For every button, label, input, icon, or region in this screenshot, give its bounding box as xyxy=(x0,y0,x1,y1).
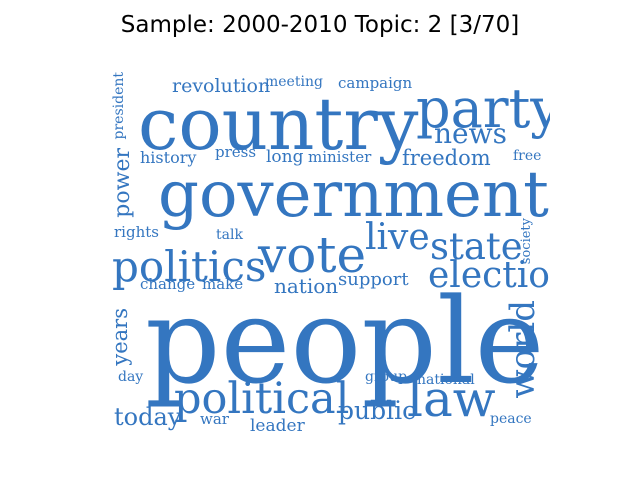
word-revolution: revolution xyxy=(172,75,271,97)
word-campaign: campaign xyxy=(338,74,413,92)
word-nation: nation xyxy=(274,274,339,298)
word-war: war xyxy=(200,410,229,428)
word-national: national xyxy=(417,372,475,388)
word-election: election xyxy=(428,255,550,296)
word-power: power xyxy=(110,148,135,218)
word-press: press xyxy=(215,143,257,161)
word-law: law xyxy=(407,370,496,428)
word-party: party xyxy=(416,77,550,140)
word-minister: minister xyxy=(308,148,372,166)
word-long: long xyxy=(266,147,304,167)
word-freedom: freedom xyxy=(402,146,491,170)
word-news: news xyxy=(434,117,507,150)
word-vote: vote xyxy=(258,226,367,284)
word-group: group xyxy=(365,369,408,385)
word-society: society xyxy=(519,218,534,265)
word-country: country xyxy=(138,82,419,166)
word-change: change xyxy=(140,275,196,293)
word-state: state xyxy=(430,225,523,268)
word-world: world xyxy=(503,300,543,399)
word-talk: talk xyxy=(216,227,243,243)
word-president: president xyxy=(111,72,127,140)
word-free: free xyxy=(513,148,542,164)
word-make: make xyxy=(202,275,244,293)
word-public: public xyxy=(338,396,417,425)
word-political: political xyxy=(174,374,350,424)
word-rights: rights xyxy=(114,223,159,241)
figure-title: Sample: 2000-2010 Topic: 2 [3/70] xyxy=(120,12,520,38)
word-today: today xyxy=(114,403,182,431)
word-leader: leader xyxy=(250,416,305,436)
word-politics: politics xyxy=(112,242,267,291)
word-history: history xyxy=(140,148,197,167)
word-live: live xyxy=(365,217,430,258)
word-support: support xyxy=(338,269,409,290)
word-peace: peace xyxy=(490,411,532,427)
word-people: people xyxy=(145,272,545,410)
word-government: government xyxy=(158,158,549,232)
word-years: years xyxy=(108,308,132,366)
word-day: day xyxy=(118,369,144,385)
word-cloud: people country government party vote pol… xyxy=(100,68,550,444)
word-meeting: meeting xyxy=(265,74,323,90)
